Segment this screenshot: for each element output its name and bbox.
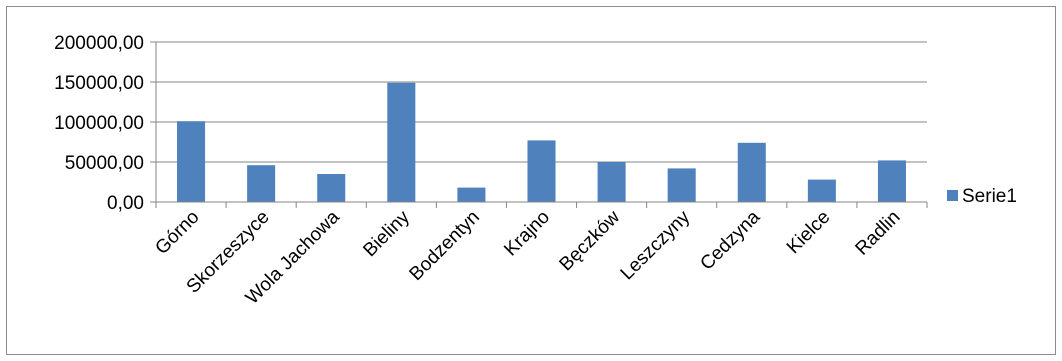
bar xyxy=(317,174,346,202)
bar xyxy=(457,187,486,202)
x-tick-label: Cedzyna xyxy=(696,206,764,274)
y-tick-label: 200000,00 xyxy=(54,33,144,54)
chart-frame: 0,00 50000,00 100000,00 150000,00 200000,00 … xyxy=(6,6,1056,355)
y-tick-label: 50000,00 xyxy=(65,153,144,174)
bars xyxy=(177,82,906,202)
x-tick-label: Kielce xyxy=(783,207,834,258)
bar xyxy=(527,140,556,202)
bar xyxy=(667,168,696,202)
x-tick-label: Leszczyny xyxy=(617,206,695,284)
legend-label: Serie1 xyxy=(962,186,1017,207)
bar xyxy=(807,179,836,202)
bar xyxy=(597,162,626,202)
bar-chart: 0,0050000,00100000,00150000,00200000,00 … xyxy=(54,33,1017,309)
x-tick-label: Krajno xyxy=(500,207,554,261)
bar xyxy=(737,142,766,202)
y-tick-label: 150000,00 xyxy=(54,73,144,94)
y-tick-label: 100000,00 xyxy=(54,113,144,134)
y-tick-labels: 0,00 50000,00 100000,00 150000,00 200000,00 xyxy=(54,33,144,214)
bar xyxy=(877,160,906,202)
x-tick-label: Bieliny xyxy=(359,206,414,261)
legend-swatch xyxy=(947,190,958,201)
axes xyxy=(150,41,928,208)
bar xyxy=(177,121,206,202)
y-tick-label: 0,00 xyxy=(107,193,144,214)
x-tick-label: Bodzentyn xyxy=(406,207,484,285)
x-tick-label: Radlin xyxy=(852,207,905,260)
legend: Serie1 xyxy=(947,186,1017,207)
x-tick-label: Bęczków xyxy=(556,206,625,275)
bar xyxy=(247,165,276,202)
x-tick-label: Górno xyxy=(151,207,203,259)
bar xyxy=(387,82,416,202)
